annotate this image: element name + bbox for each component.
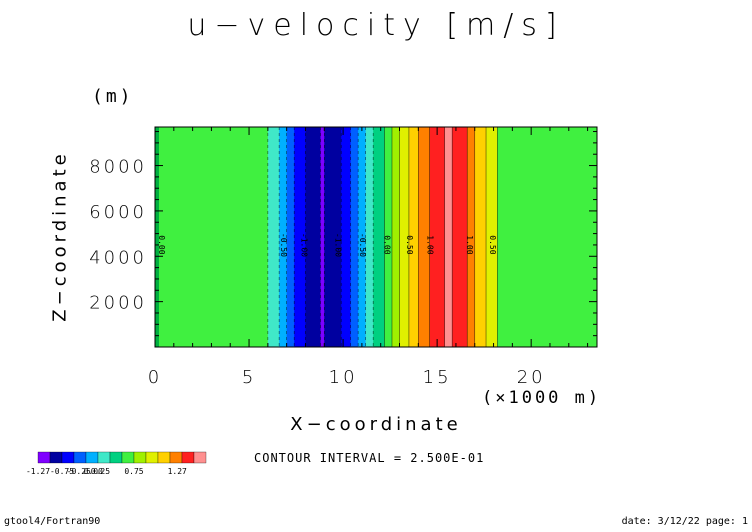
heatmap-band — [358, 127, 367, 347]
colorbar-tick-label: 0.00 — [84, 467, 103, 476]
y-tick-label: 8000 — [89, 157, 147, 178]
colorbar-tick-label: 0.25 — [91, 467, 110, 476]
x-tick-label: 0 — [148, 367, 162, 388]
contour-label: -1.00 — [334, 233, 343, 257]
heatmap-band — [474, 127, 487, 347]
colorbar-swatch — [157, 451, 171, 464]
heatmap-band — [399, 127, 410, 347]
colorbar-tick-label: 1.27 — [168, 467, 187, 476]
heatmap-bands — [155, 127, 598, 347]
contour-labels: 0.00 -0.50 -1.00 -1.00 -0.50 0.00 0.50 1.00 1.00… — [157, 233, 497, 257]
heatmap-band — [155, 127, 269, 347]
contour-lines — [267, 127, 498, 347]
contour-label: 1.00 — [426, 235, 435, 254]
heatmap-band — [429, 127, 446, 347]
y-tick-label: 6000 — [89, 202, 147, 223]
x-axis-label: X−coordinate — [290, 414, 462, 435]
heatmap-band — [373, 127, 385, 347]
heatmap-band — [350, 127, 359, 347]
heatmap-band — [384, 127, 393, 347]
colorbar-swatch — [73, 451, 87, 464]
colorbar-swatch — [97, 451, 111, 464]
heatmap-band — [279, 127, 288, 347]
y-tick-label: 2000 — [89, 293, 147, 314]
x-tick-label: 15 — [423, 367, 452, 388]
colorbar-swatch — [133, 451, 147, 464]
heatmap-band — [444, 127, 453, 347]
heatmap-band — [486, 127, 498, 347]
footer-date-page: date: 3/12/22 page: 1 — [621, 516, 748, 527]
x-tick-label: 10 — [329, 367, 358, 388]
heatmap-band — [408, 127, 419, 347]
heatmap-band — [286, 127, 295, 347]
colorbar-swatch — [85, 451, 99, 464]
heatmap-band — [467, 127, 476, 347]
y-tick-label: 4000 — [89, 247, 147, 268]
heatmap-band — [267, 127, 280, 347]
contour-label: -1.00 — [300, 233, 309, 257]
heatmap-band — [320, 127, 325, 347]
colorbar-swatch — [109, 451, 123, 464]
colorbar-swatch — [37, 451, 51, 464]
colorbar-swatch — [169, 451, 183, 464]
chart-title: u−velocity [m/s] — [187, 8, 565, 43]
heatmap-band — [365, 127, 374, 347]
heatmap-band — [324, 127, 342, 347]
colorbar-swatch — [181, 451, 195, 464]
axis-ticks — [154, 127, 597, 348]
heatmap-band — [294, 127, 306, 347]
heatmap-band — [341, 127, 352, 347]
colorbar-tick-label: -1.27 — [26, 467, 50, 476]
colorbar-swatch — [49, 451, 63, 464]
contour-interval-text: CONTOUR INTERVAL = 2.500E-01 — [254, 451, 485, 465]
x-tick-label: 20 — [517, 367, 546, 388]
colorbar-tick-label: -0.75 — [50, 467, 74, 476]
colorbar-swatch — [193, 451, 207, 464]
heatmap-edge-band — [155, 127, 159, 347]
colorbar-swatch — [145, 451, 159, 464]
contour-label: -0.50 — [279, 233, 288, 257]
y-axis-label: Z−coordinate — [49, 150, 71, 322]
colorbar-swatch — [121, 451, 135, 464]
colorbar: -1.27 -0.75-0.250.000.25 0.75 1.27 — [26, 451, 207, 476]
heatmap-band — [418, 127, 431, 347]
heatmap-band — [452, 127, 468, 347]
z-axis-unit: (m) — [92, 86, 134, 107]
contour-label: 0.50 — [488, 235, 497, 254]
heatmap-band — [305, 127, 322, 347]
x-axis-unit: (×1000 m) — [482, 388, 602, 408]
contour-label: -0.50 — [358, 233, 367, 257]
contour-label: 0.50 — [405, 235, 414, 254]
colorbar-tick-label: -0.25 — [67, 467, 91, 476]
heatmap-band — [391, 127, 401, 347]
contour-label: 1.00 — [465, 235, 474, 254]
plot-frame — [154, 126, 598, 348]
x-tick-label: 5 — [242, 367, 256, 388]
contour-label: 0.00 — [382, 235, 391, 254]
heatmap-band — [497, 127, 598, 347]
axis-tick-labels: 0 5 10 15 20 2000 4000 6000 8000 — [89, 157, 546, 388]
colorbar-tick-label: 0.75 — [124, 467, 143, 476]
footer-program: gtool4/Fortran90 — [4, 516, 101, 527]
colorbar-swatch — [61, 451, 75, 464]
contour-label: 0.00 — [157, 235, 166, 254]
